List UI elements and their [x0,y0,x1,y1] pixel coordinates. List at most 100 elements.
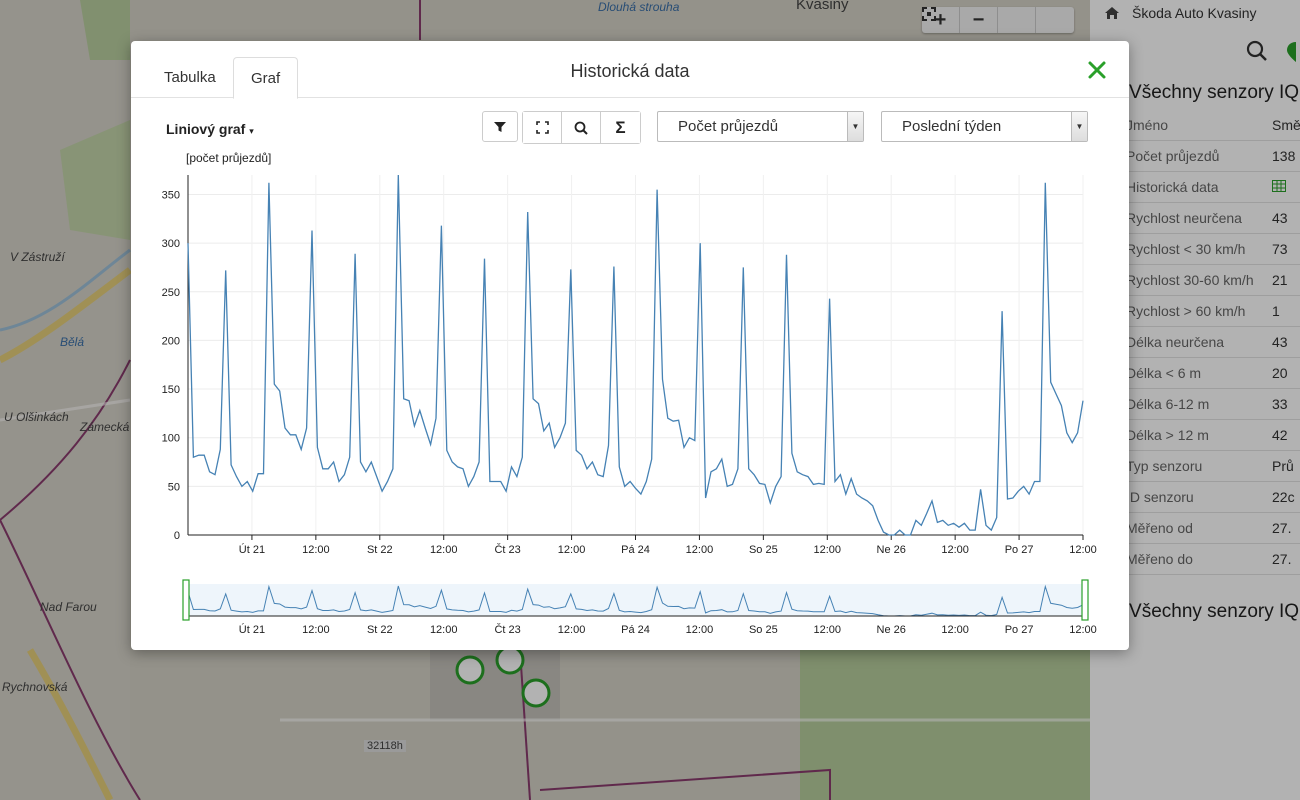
sum-button[interactable]: Σ [601,112,640,143]
panel-tools [1090,26,1300,76]
row-label: Historická data [1126,171,1266,203]
row-label: Rychlost neurčena [1126,202,1266,234]
navigator-tick-label: St 22 [367,624,393,636]
col-name: Jméno [1126,110,1266,141]
period-select-value: Poslední týden [902,118,1002,135]
row-value: 27. [1266,543,1300,575]
sigma-icon: Σ [615,117,626,137]
row-value: 43 [1266,202,1300,234]
location-pin-icon[interactable] [1286,40,1300,62]
table-row: Rychlost neurčena 43 [1126,202,1300,234]
navigator-tick-label: 12:00 [941,624,969,636]
navigator-handle-left [182,579,190,621]
chart-toolbar: Liniový graf ▾ Σ Počet průjezdů ▼ [131,111,1129,144]
breadcrumb-label: Škoda Auto Kvasiny [1132,5,1257,21]
row-label: Délka < 6 m [1126,357,1266,389]
y-tick-label: 200 [162,335,180,347]
line-chart[interactable]: 0 50 100 150 200 250 300 350 Út 21 Út 21 12:00 12:0… [131,169,1129,647]
caret-down-icon: ▼ [851,122,860,131]
map-label-town: Kvasiny [796,0,849,13]
metric-select-value: Počet průjezdů [678,118,779,135]
search-icon[interactable] [1246,40,1268,62]
map-controls: + − [922,7,1074,33]
table-row: ID senzoru 22c [1126,481,1300,513]
table-row: Rychlost 30-60 km/h 21 [1126,264,1300,296]
navigator-tick-label: 12:00 [686,624,714,636]
row-value: 33 [1266,388,1300,420]
table-icon[interactable] [1272,180,1286,192]
search-icon [574,121,588,135]
zoom-button[interactable] [562,112,601,143]
y-tick-label: 0 [174,530,180,542]
y-tick-label: 50 [168,481,180,493]
navigator-tick-label: Ne 26 [877,624,906,636]
row-label: Rychlost < 30 km/h [1126,233,1266,265]
row-value: 21 [1266,264,1300,296]
fit-view-button[interactable] [922,7,1074,33]
navigator-handle-right [1081,579,1089,621]
x-tick-label: 12:00 [941,544,969,556]
metric-select[interactable]: Počet průjezdů ▼ [657,111,864,142]
row-value: 20 [1266,357,1300,389]
col-value: Smě [1266,110,1300,141]
tab-graph[interactable]: Graf [233,57,299,99]
row-value: 27. [1266,512,1300,544]
zoom-in-button[interactable]: + [922,7,960,33]
x-tick-label: So 25 [749,544,778,556]
breadcrumb[interactable]: Škoda Auto Kvasiny [1090,0,1300,26]
table-row: Délka 6-12 m 33 [1126,388,1300,420]
y-tick-label: 300 [162,238,180,250]
close-icon[interactable] [1087,60,1107,80]
x-tick-label: Po 27 [1005,544,1034,556]
map-label-street: Zámecká [80,420,130,434]
table-row: Délka < 6 m 20 [1126,357,1300,389]
expand-icon [535,121,549,134]
filter-button[interactable] [482,111,518,142]
navigator-tick-label: 12:00 [558,624,586,636]
row-value[interactable] [1266,171,1300,203]
table-header-row: Jméno Smě [1126,110,1300,141]
row-value: 1 [1266,295,1300,327]
table-row: Délka neurčena 43 [1126,326,1300,358]
row-label: Rychlost > 60 km/h [1126,295,1266,327]
navigator-tick-label: 12:00 [302,624,330,636]
x-tick-label: Ne 26 [877,544,906,556]
table-row: Počet průjezdů 138 [1126,140,1300,172]
row-value: 43 [1266,326,1300,358]
row-label: Délka 6-12 m [1126,388,1266,420]
navigator-tick-label: 12:00 [814,624,842,636]
chart-type-dropdown[interactable]: Liniový graf ▾ [166,121,254,137]
row-label: Rychlost 30-60 km/h [1126,264,1266,296]
navigator-tick-label: Út 21 [239,623,265,636]
row-label: Délka > 12 m [1126,419,1266,451]
x-tick-label: 12:00 [1069,544,1097,556]
navigator-background [188,584,1083,616]
navigator-tick-label: 12:00 [1069,624,1097,636]
section-title-label: Všechny senzory IQ [1129,601,1300,622]
zoom-out-button[interactable]: − [960,7,998,33]
tab-table[interactable]: Tabulka [164,69,216,86]
table-row: Délka > 12 m 42 [1126,419,1300,451]
table-row: Rychlost < 30 km/h 73 [1126,233,1300,265]
select-arrow: ▼ [847,112,863,141]
row-label: Měřeno od [1126,512,1266,544]
x-tick-label: 12:00 [302,544,330,556]
table-row: Typ senzoru Prů [1126,450,1300,482]
map-label-road-number: 32118h [364,740,406,752]
table-row: Rychlost > 60 km/h 1 [1126,295,1300,327]
x-tick-label: 12:00 [558,544,586,556]
fullscreen-button[interactable] [523,112,562,143]
period-select[interactable]: Poslední týden ▼ [881,111,1088,142]
navigator-tick-label: Po 27 [1005,624,1034,636]
navigator-tick-label: Čt 23 [494,623,520,636]
section-title-label: Všechny senzory IQ [1129,82,1300,103]
table-row: Historická data [1126,171,1300,203]
x-tick-label: Pá 24 [621,544,650,556]
row-value: 22c [1266,481,1300,513]
caret-down-icon: ▾ [249,126,254,136]
row-value: 138 [1266,140,1300,172]
row-label: Měřeno do [1126,543,1266,575]
x-tick-label: 12:00 [814,544,842,556]
map-label-street: Nad Farou [40,600,97,614]
map-label-street: U Olšinkách [4,410,69,424]
